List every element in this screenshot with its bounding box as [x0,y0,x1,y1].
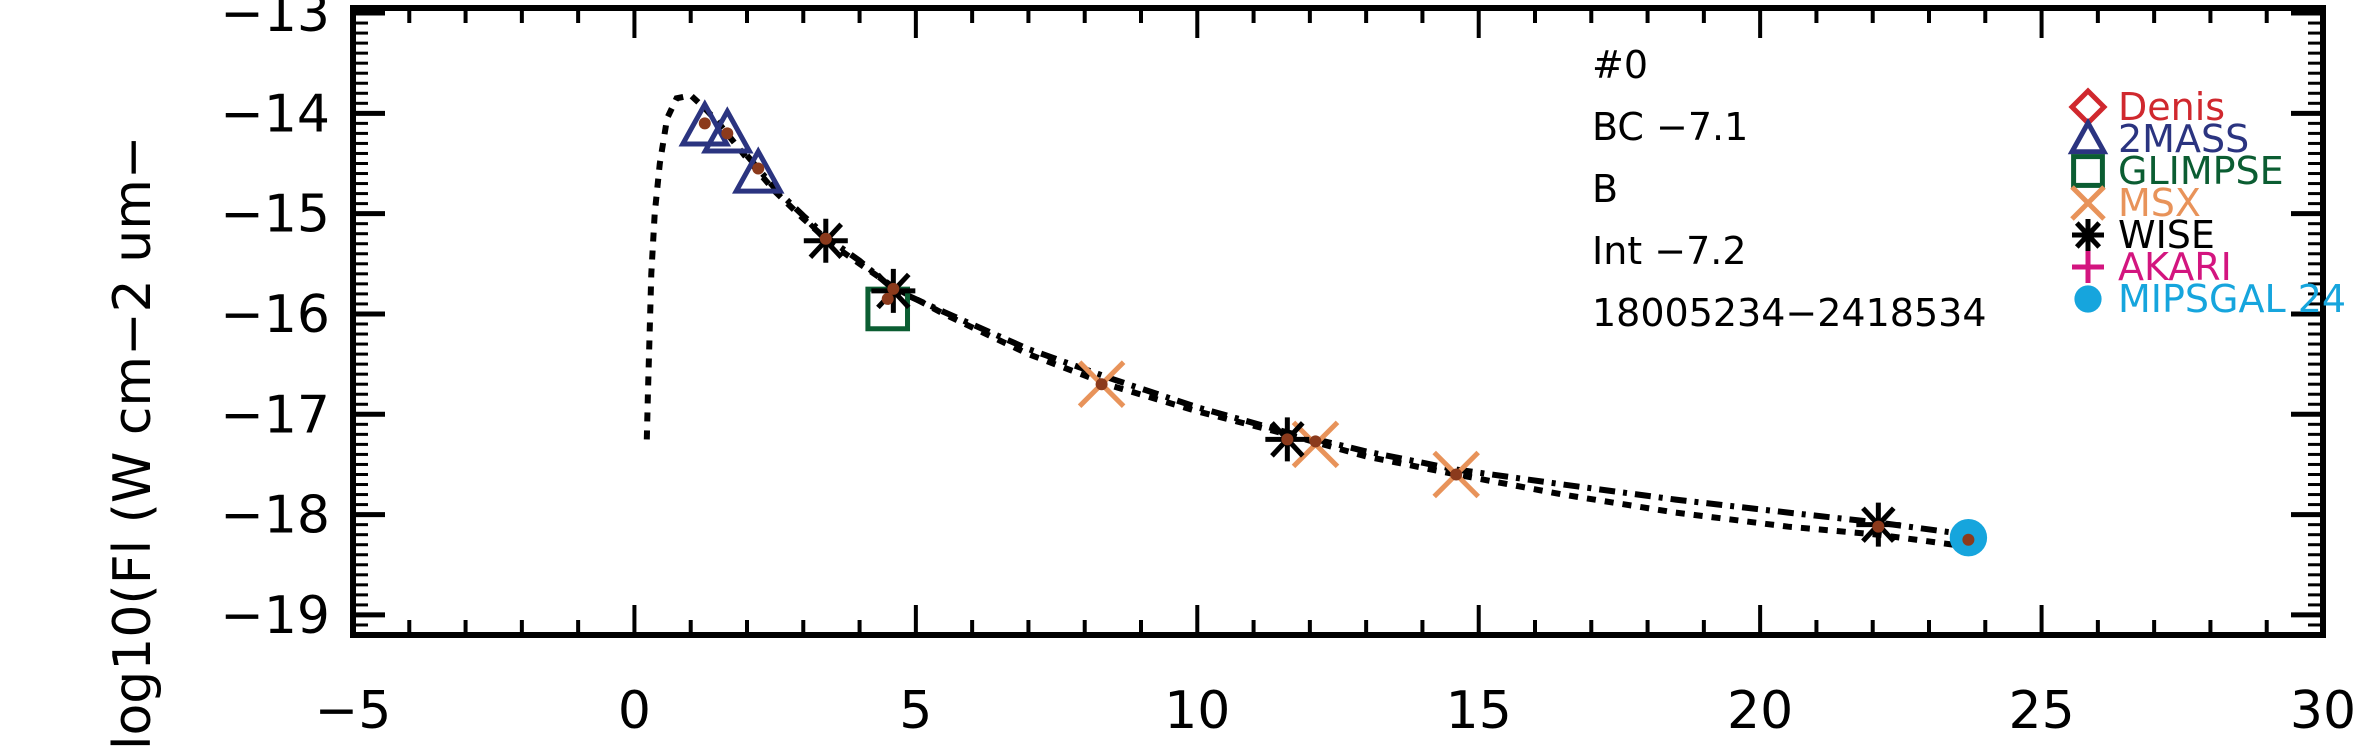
x-tick-label: 20 [1727,681,1793,741]
y-axis-ticks: −19 −18 −17 −16 −15 −14 −13 [220,0,2323,646]
model-point [887,282,900,295]
triangle-marker [701,106,754,154]
annotation-text: Int −7.2 [1592,229,1747,273]
y-minor-ticks [353,21,2323,627]
legend-circle-swatch [2074,285,2102,313]
square-marker [2071,154,2105,188]
model-point [698,117,711,130]
legend-label: WISE [2118,213,2215,257]
triangle-marker [732,146,785,194]
triangle-marker [2067,117,2109,155]
x-tick-label: 30 [2290,681,2356,741]
y-tick-label: −14 [220,84,330,144]
annotation-text: 18005234−2418534 [1592,291,1987,335]
y-tick-label: −18 [220,486,330,546]
y-tick-label: −19 [220,586,330,646]
model-points [698,117,1975,546]
legend-square-swatch [2071,154,2105,188]
x-tick-label: 5 [899,681,932,741]
triangle-data-point [678,99,732,147]
x-tick-label: −5 [315,681,392,741]
model-point [1962,533,1975,546]
x-tick-label: 25 [2008,681,2074,741]
annotation-text: BC −7.1 [1592,105,1748,149]
model-point [1450,468,1463,481]
dash-dot-model-curve [744,153,1969,538]
triangle-data-point [732,146,785,194]
x-axis-ticks: −5 0 5 10 15 20 25 30 [315,8,2356,741]
x-tick-label: 15 [1446,681,1512,741]
legend-asterisk-swatch [2072,219,2104,251]
annotation-text: B [1592,167,1618,211]
plot-frame [350,5,2326,638]
legend-label: Denis [2118,85,2225,129]
model-point [1872,520,1885,533]
x-marker-stroke [2070,185,2106,221]
model-point [1309,435,1322,448]
model-point [819,232,832,245]
x-tick-label: 0 [618,681,651,741]
annotation-text: #0 [1592,43,1648,87]
legend-label: MSX [2118,181,2201,225]
y-tick-label: −17 [220,385,330,445]
triangle-data-point [701,106,754,154]
y-tick-label: −13 [220,0,330,44]
model-point [881,292,894,305]
model-point [1095,378,1108,391]
legend-x-swatch [2070,185,2106,221]
annotations: #0 BC −7.1 B Int −7.2 18005234−2418534 [1592,43,1987,335]
circle-marker [2074,285,2102,313]
y-tick-label: −15 [220,185,330,245]
model-point [1281,433,1294,446]
x-tick-label: 10 [1164,681,1230,741]
legend-triangle-swatch [2067,117,2109,155]
legend-label: AKARI [2118,245,2232,289]
triangle-marker [678,99,732,147]
legend-plus-swatch [2072,251,2104,283]
legend-label: 2MASS [2118,117,2249,161]
y-axis-label: log10(Fl (W cm−2 um− [103,136,163,750]
y-tick-label: −16 [220,285,330,345]
legend-label: GLIMPSE [2118,149,2284,193]
model-point [752,162,765,175]
legend-label: MIPSGAL 24 [2118,277,2346,321]
model-point [721,127,734,140]
